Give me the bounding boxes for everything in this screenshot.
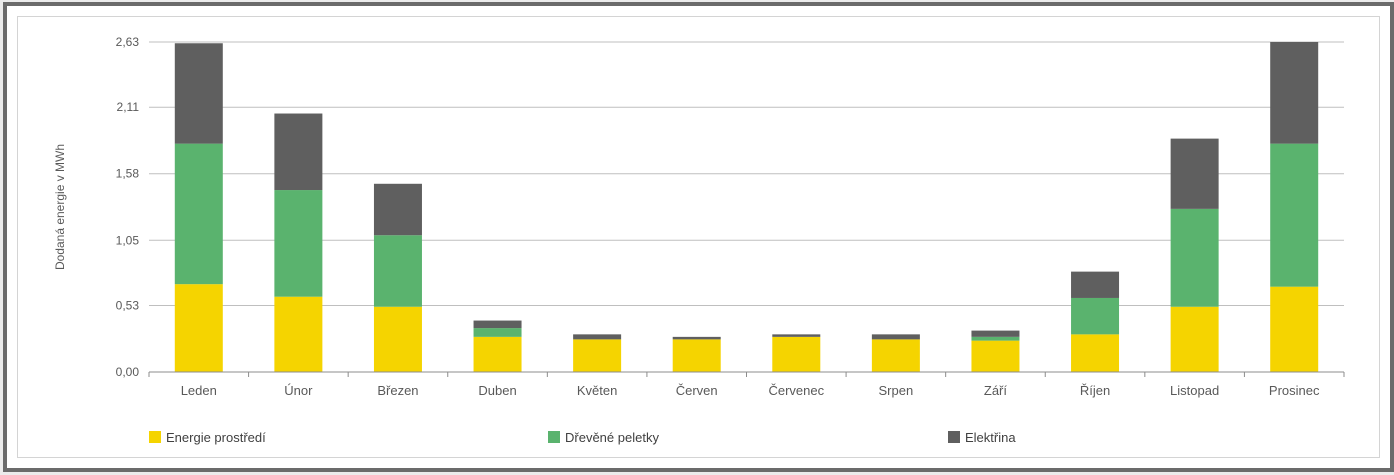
legend-label: Elektřina	[965, 430, 1016, 445]
legend-swatch	[149, 431, 161, 443]
y-tick-label: 0,00	[116, 365, 140, 379]
bar-segment	[772, 334, 821, 337]
legend-label: Dřevěné peletky	[565, 430, 659, 445]
legend-swatch	[548, 431, 560, 443]
bar-segment	[971, 330, 1020, 337]
bar-segment	[274, 296, 323, 372]
bar-segment	[672, 339, 721, 372]
chart-frame: 0,00 0,53 1,05 1,58 2,11 2,63 Leden Únor Březen D…	[3, 2, 1394, 472]
x-tick-label: Září	[984, 383, 1008, 398]
bar-segment	[871, 334, 920, 340]
legend: Energie prostředí Dřevěné peletky Elektřin…	[149, 430, 1016, 445]
x-tick-label: Květen	[577, 383, 617, 398]
bar-segment	[1071, 297, 1120, 335]
x-tick-label: Březen	[377, 383, 418, 398]
bar-segment	[1270, 286, 1319, 372]
bar-segment	[473, 336, 522, 372]
bar-segment	[573, 339, 622, 372]
axes	[148, 371, 1345, 377]
y-axis-label: Dodaná energie v MWh	[53, 144, 67, 270]
x-tick-label: Leden	[181, 383, 217, 398]
bar-segment	[1071, 334, 1120, 372]
chart-panel	[17, 16, 1380, 458]
x-tick-label: Únor	[284, 383, 313, 398]
bar-segment	[174, 143, 223, 285]
legend-swatch	[948, 431, 960, 443]
bar-segment	[1270, 42, 1319, 144]
gridlines	[149, 41, 1344, 373]
bar-segment	[174, 284, 223, 372]
bar-segment	[373, 183, 422, 236]
y-tick-label: 2,11	[117, 100, 140, 114]
bar-segment	[672, 336, 721, 340]
stacked-bar-chart: 0,00 0,53 1,05 1,58 2,11 2,63 Leden Únor Březen D…	[53, 35, 1345, 445]
bar-segment	[871, 339, 920, 372]
y-tick-label: 2,63	[116, 35, 140, 49]
x-tick-label: Červen	[676, 383, 718, 398]
x-tick-label: Červenec	[768, 383, 824, 398]
x-tick-label: Duben	[478, 383, 516, 398]
bars	[174, 42, 1319, 372]
bar-segment	[174, 43, 223, 144]
y-tick-label: 1,05	[116, 233, 140, 247]
bar-segment	[274, 113, 323, 191]
x-tick-label: Srpen	[879, 383, 914, 398]
bar-segment	[1270, 143, 1319, 287]
bar-segment	[473, 328, 522, 337]
x-tick-label: Prosinec	[1269, 383, 1320, 398]
bar-segment	[772, 336, 821, 372]
bar-segment	[971, 340, 1020, 372]
legend-label: Energie prostředí	[166, 430, 266, 445]
bar-segment	[1170, 138, 1219, 209]
bar-segment	[971, 336, 1020, 341]
axis-labels: 0,00 0,53 1,05 1,58 2,11 2,63 Leden Únor Březen D…	[53, 35, 1320, 398]
bar-segment	[373, 306, 422, 372]
bar-segment	[1170, 208, 1219, 307]
bar-segment	[473, 320, 522, 329]
x-tick-label: Listopad	[1170, 383, 1219, 398]
x-tick-label: Říjen	[1080, 383, 1110, 398]
bar-segment	[274, 190, 323, 297]
bar-segment	[1071, 271, 1120, 298]
y-tick-label: 0,53	[116, 298, 140, 312]
y-tick-label: 1,58	[116, 167, 140, 181]
bar-segment	[373, 235, 422, 307]
bar-segment	[1170, 306, 1219, 372]
bar-segment	[573, 334, 622, 340]
